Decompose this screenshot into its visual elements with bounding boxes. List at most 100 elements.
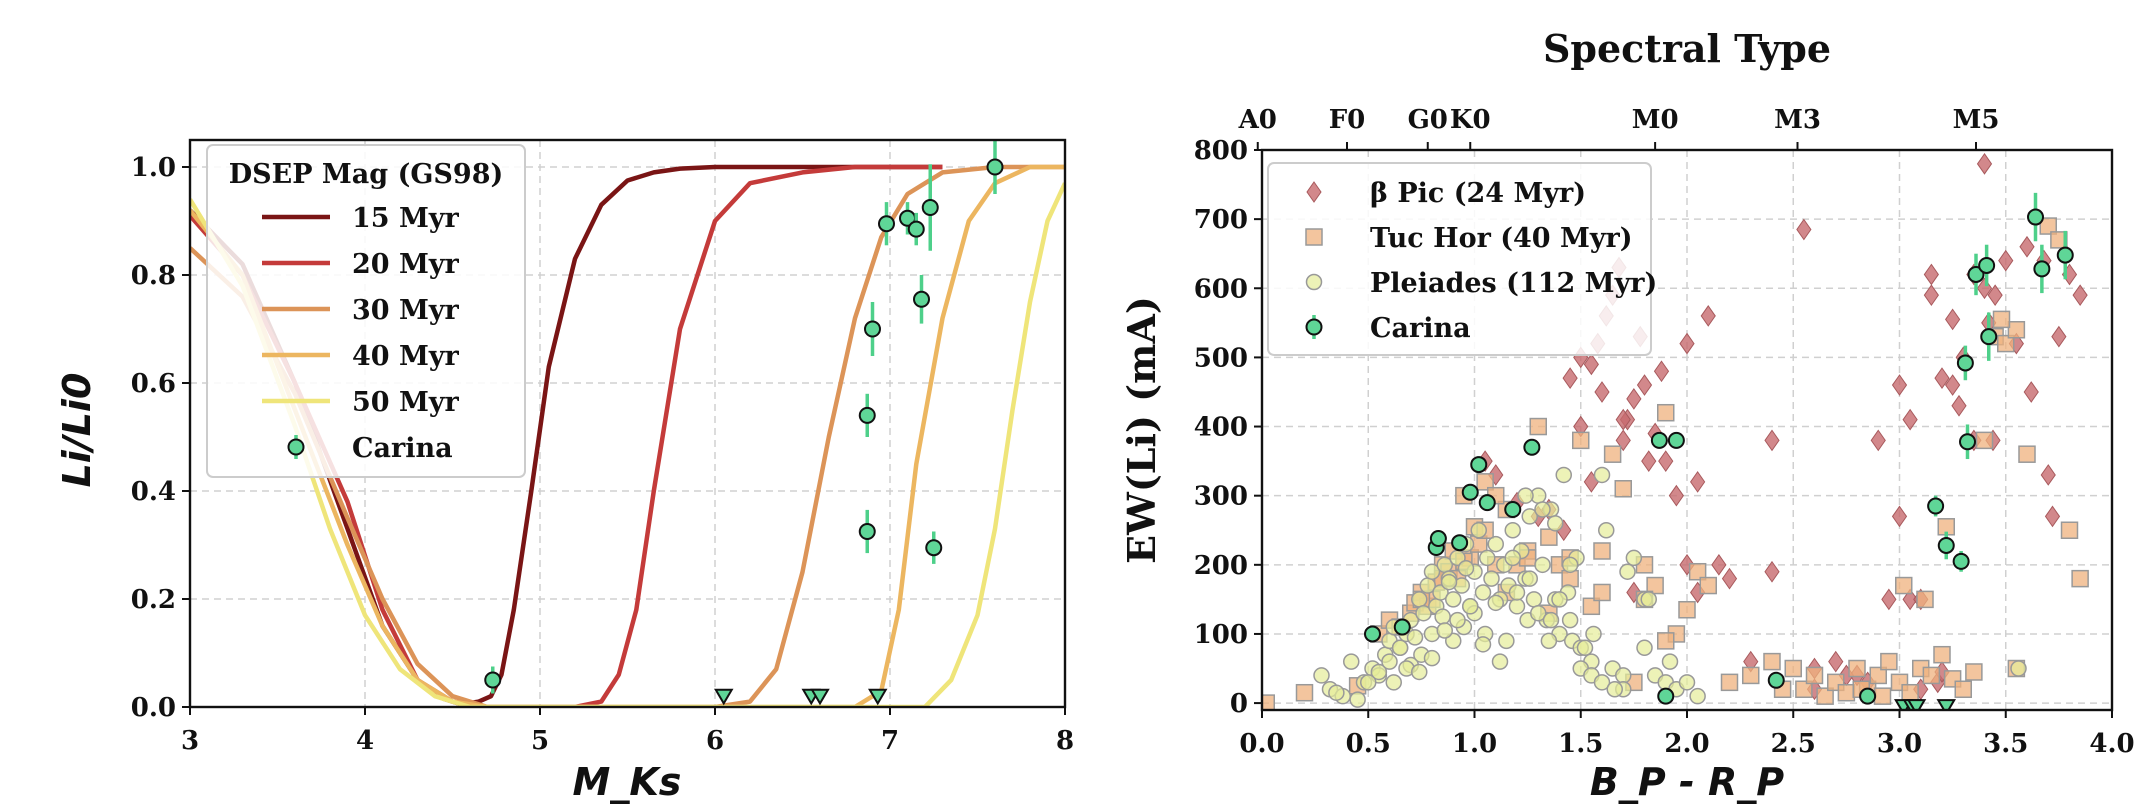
spectral-type-tick-label: A0 [1238,105,1277,135]
beta-pic-point [1700,305,1716,327]
pleiades-point [1593,466,1611,484]
left-x-tick-label: 3 [181,726,199,756]
isochrone-line-30-myr [190,164,1065,707]
pleiades-point [1470,521,1487,539]
right-x-ticks: 0.0 0.5 1.0 1.5 2.0 2.5 3.0 3.5 4.0 [1239,710,2135,759]
tuc-hor-point [1582,597,1601,616]
carina-point [1937,536,1955,554]
beta-pic-point [1615,429,1631,452]
left-y-tick-label: 1.0 [131,153,176,183]
right-y-axis-label: EW(Li) (mA) [1119,296,1164,564]
pleiades-point [1440,573,1458,591]
spectral-type-tick-label: F0 [1329,105,1366,135]
right-x-tick-label: 1.0 [1452,729,1497,759]
left-y-tick-label: 0.6 [131,369,176,399]
beta-pic-point [1658,450,1674,472]
carina-point [925,539,943,557]
pleiades-point [1449,611,1466,629]
right-scatter-points [1262,152,2089,710]
beta-pic-point [2051,325,2067,348]
legend-marker-carina [1305,318,1323,336]
pleiades-point [1504,521,1521,539]
tuc-hor-point [1614,480,1632,498]
left-chart-panel: 3 4 5 6 7 8 0.0 0.2 0.4 0.6 0.8 1.0 M_Ks Li/Li0 DS… [55,138,1074,804]
tuc-hor-point [1678,601,1696,619]
pleiades-point [1625,549,1643,567]
carina-point [1364,625,1381,643]
tuc-hor-point [1965,663,1983,681]
pleiades-point [1534,501,1551,518]
carina-point [1393,618,1411,636]
pleiades-point [1606,681,1623,698]
right-y-tick-label: 700 [1194,205,1248,235]
pleiades-point [1343,653,1360,670]
carina-point [1470,456,1488,474]
pleiades-point [1593,674,1611,691]
beta-pic-point [1626,581,1642,604]
carina-point [1956,354,1974,372]
tuc-hor-point [1954,680,1972,699]
pleiades-point [1385,674,1402,691]
left-y-axis-label: Li/Li0 [55,373,99,488]
right-y-tick-label: 400 [1194,413,1248,443]
right-x-tick-label: 0.0 [1239,729,1284,759]
tuc-hor-point [1742,666,1760,685]
left-x-tick-label: 7 [881,726,899,756]
tuc-hor-point [1880,652,1898,671]
legend-marker-carina [287,438,305,456]
left-y-tick-label: 0.0 [131,693,176,723]
pleiades-point [1598,521,1615,539]
left-x-axis-label: M_Ks [573,760,682,804]
right-x-tick-label: 3.5 [1983,729,2028,759]
right-x-tick-label: 0.5 [1346,729,1391,759]
tuc-hor-point [1916,590,1934,609]
beta-pic-point [1764,560,1780,583]
beta-pic-point [1945,308,1961,331]
isochrone-line-50-myr [190,182,1065,707]
tuc-hor-point [2071,569,2089,588]
carina-upper-limit [1906,699,1927,710]
pleiades-point [1313,667,1330,684]
pleiades-point [1411,663,1428,681]
pleiades-point [1551,591,1568,608]
right-y-tick-label: 100 [1194,620,1248,650]
legend-label: β Pic (24 Myr) [1370,178,1586,209]
pleiades-point [1498,632,1515,650]
pleiades-point [1636,639,1653,657]
legend-label: 30 Myr [352,295,460,326]
beta-pic-point [1987,284,2003,307]
right-x-tick-label: 1.5 [1558,729,1603,759]
pleiades-point [1508,598,1526,615]
tuc-hor-point [1837,683,1856,702]
carina-point [1859,687,1877,705]
beta-pic-point [1945,374,1961,396]
spectral-type-tick-label: G0 [1408,105,1448,135]
beta-pic-point [1828,650,1844,673]
beta-pic-point [1594,381,1610,403]
pleiades-point [1678,674,1696,691]
beta-pic-point [1562,367,1578,390]
carina-point [1980,328,1998,346]
legend-label: 15 Myr [352,203,460,234]
left-y-tick-label: 0.8 [131,261,176,291]
pleiades-point [1487,594,1504,612]
legend-label: 50 Myr [352,387,460,418]
beta-pic-point [1583,353,1599,376]
beta-pic-point [1902,588,1918,611]
tuc-hor-point [1593,542,1611,560]
pleiades-point [1521,508,1538,525]
carina-point [1504,501,1522,519]
right-y-tick-label: 500 [1194,343,1248,373]
beta-pic-point [1626,388,1642,410]
left-y-tick-label: 0.4 [131,477,176,507]
left-x-tick-label: 4 [356,726,374,756]
tuc-hor-point [2039,217,2057,235]
beta-pic-point [1902,408,1918,431]
beta-pic-point [2019,235,2035,258]
left-x-ticks: 3 4 5 6 7 8 [181,707,1074,756]
carina-point [858,406,876,424]
pleiades-point [1423,649,1441,667]
carina-point [2033,260,2051,278]
carina-point [864,320,881,338]
beta-pic-point [1998,249,2014,272]
